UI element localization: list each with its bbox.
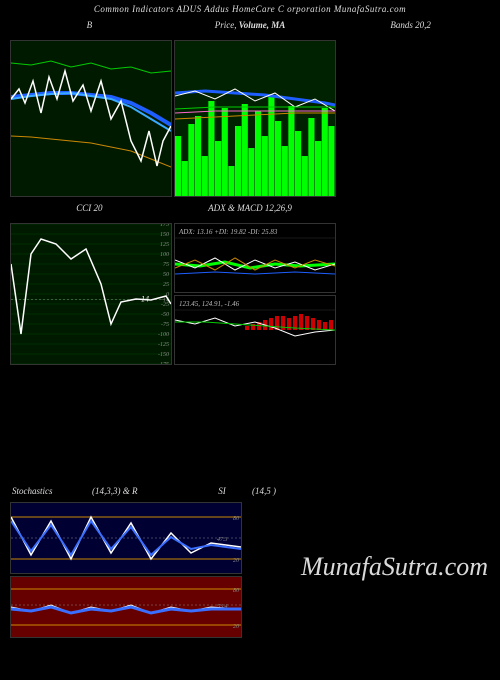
svg-text:-100: -100 bbox=[158, 332, 169, 338]
price-label-right: Volume, MA bbox=[239, 20, 286, 30]
chart-macd-panel: 123.45, 124.91, -1.46 bbox=[174, 295, 336, 365]
panel-title-price: Price, Volume, MA bbox=[171, 18, 330, 36]
chart-cci: 1751501251007550250-14-25-50-75-100-125-… bbox=[11, 224, 171, 364]
row2-right-col: ADX: 13.16 +DI: 19.82 -DI: 25.83 123.45,… bbox=[174, 223, 336, 365]
chart-b bbox=[11, 41, 171, 196]
row2-title-spacer bbox=[331, 201, 490, 219]
gap bbox=[0, 369, 500, 484]
svg-text:-50: -50 bbox=[161, 312, 169, 318]
row2-charts: 1751501251007550250-14-25-50-75-100-125-… bbox=[0, 223, 500, 365]
panel-title-cci: CCI 20 bbox=[10, 201, 169, 219]
svg-text:123.45, 124.91, -1.46: 123.45, 124.91, -1.46 bbox=[179, 300, 240, 308]
svg-text:ADX: 13.16 +DI: 19.82 -DI:: ADX: 13.16 +DI: 19.82 -DI: 25.83 bbox=[178, 228, 278, 236]
svg-text:-25: -25 bbox=[161, 302, 169, 308]
svg-text:-125: -125 bbox=[158, 342, 169, 348]
panel-title-b: B bbox=[10, 18, 169, 36]
row1-titles: B Price, Volume, MA Bands 20,2 bbox=[0, 18, 500, 36]
chart-price bbox=[175, 41, 335, 196]
row2-titles: CCI 20 ADX & MACD 12,26,9 bbox=[0, 201, 500, 219]
chart-stoch-bot-panel: 802053.4 bbox=[10, 576, 242, 638]
page-header: Common Indicators ADUS Addus HomeCare C … bbox=[0, 0, 500, 18]
price-label-left: Price, bbox=[215, 20, 237, 30]
svg-text:80: 80 bbox=[233, 588, 239, 594]
stoch-title-mid: (14,3,3) & R bbox=[92, 486, 192, 496]
svg-text:20: 20 bbox=[233, 558, 239, 564]
row1-spacer bbox=[338, 40, 490, 197]
svg-text:25: 25 bbox=[163, 282, 169, 288]
svg-text:100: 100 bbox=[160, 252, 169, 258]
svg-text:50: 50 bbox=[163, 272, 169, 278]
svg-text:-175: -175 bbox=[158, 362, 169, 364]
stoch-section: Stochastics (14,3,3) & R SI (14,5 ) 80 20… bbox=[0, 484, 500, 638]
svg-text:80: 80 bbox=[233, 516, 239, 522]
panel-title-adx: ADX & MACD 12,26,9 bbox=[171, 201, 330, 219]
stoch-title-si: SI bbox=[192, 486, 252, 496]
svg-text:175: 175 bbox=[160, 224, 169, 228]
stoch-title-row: Stochastics (14,3,3) & R SI (14,5 ) bbox=[10, 484, 490, 502]
svg-text:-150: -150 bbox=[158, 352, 169, 358]
svg-text:150: 150 bbox=[160, 232, 169, 238]
chart-adx-panel: ADX: 13.16 +DI: 19.82 -DI: 25.83 bbox=[174, 223, 336, 293]
chart-stoch-bot: 802053.4 bbox=[11, 577, 241, 637]
chart-adx: ADX: 13.16 +DI: 19.82 -DI: 25.83 bbox=[175, 224, 335, 290]
chart-price-panel bbox=[174, 40, 336, 197]
svg-text:20: 20 bbox=[233, 624, 239, 630]
svg-text:47.3: 47.3 bbox=[217, 536, 228, 543]
svg-text:-75: -75 bbox=[161, 322, 169, 328]
chart-cci-panel: 1751501251007550250-14-25-50-75-100-125-… bbox=[10, 223, 172, 365]
chart-stoch-top-panel: 80 20 47.3 bbox=[10, 502, 242, 574]
chart-stoch-top: 80 20 47.3 bbox=[11, 503, 241, 573]
stoch-title-right: (14,5 ) bbox=[252, 486, 488, 496]
row2-spacer bbox=[338, 223, 490, 365]
svg-text:125: 125 bbox=[160, 242, 169, 248]
panel-title-bands: Bands 20,2 bbox=[331, 18, 490, 36]
row1-charts bbox=[0, 40, 500, 197]
chart-macd: 123.45, 124.91, -1.46 bbox=[175, 296, 335, 354]
svg-text:75: 75 bbox=[163, 262, 169, 268]
stoch-title-left: Stochastics bbox=[12, 486, 92, 496]
chart-b-panel bbox=[10, 40, 172, 197]
